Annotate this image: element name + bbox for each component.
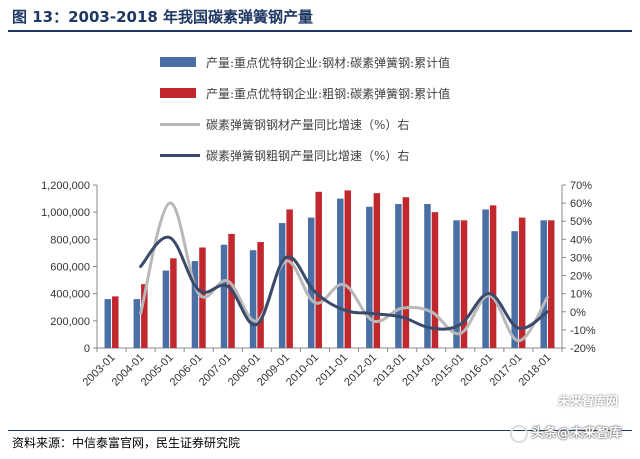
- legend-swatch-red: [160, 88, 196, 98]
- right-tick-label: 70%: [570, 180, 592, 192]
- bar-crude: [141, 284, 148, 348]
- bar-steel: [133, 299, 141, 348]
- footer-divider: [8, 430, 632, 431]
- legend-swatch-blue: [160, 57, 196, 67]
- left-tick-label: 200,000: [50, 316, 90, 328]
- watermark-top: 未来智库网: [557, 394, 618, 408]
- right-tick-label: 10%: [570, 289, 592, 301]
- watermark: 头条@未来智库: [509, 422, 622, 443]
- legend-label: 碳素弹簧钢粗钢产量同比增速（%）右: [206, 149, 410, 163]
- legend-label: 产量:重点优特钢企业:粗钢:碳素弹簧钢:累计值: [206, 87, 451, 101]
- bar-crude: [460, 220, 468, 348]
- page-title: 图 13：2003-2018 年我国碳素弹簧钢产量: [12, 8, 314, 26]
- right-tick-label: 50%: [570, 216, 592, 228]
- bar-steel: [162, 270, 170, 348]
- watermark-logo-icon: [509, 424, 528, 443]
- legend-label: 产量:重点优特钢企业:钢材:碳素弹簧钢:累计值: [206, 56, 451, 70]
- bar-steel: [220, 244, 228, 348]
- right-tick-label: 30%: [570, 252, 592, 264]
- bar-crude: [257, 242, 264, 348]
- bar-crude: [518, 217, 526, 348]
- bar-steel: [249, 250, 257, 348]
- bar-crude: [112, 296, 119, 348]
- bar-steel: [540, 220, 547, 348]
- right-tick-label: -20%: [570, 343, 596, 355]
- bar-crude: [431, 212, 439, 348]
- right-tick-label: 0%: [570, 307, 586, 319]
- line-crude-growth: [139, 235, 549, 331]
- legend-label: 碳素弹簧钢钢材产量同比增速（%）右: [206, 118, 410, 132]
- left-tick-label: 400,000: [50, 289, 90, 301]
- legend-line-gray: [160, 123, 200, 126]
- title-divider: [8, 30, 632, 32]
- bar-crude: [402, 197, 410, 348]
- bar-steel: [366, 206, 373, 348]
- line-steel-growth: [139, 201, 549, 343]
- right-tick-label: -10%: [570, 325, 596, 337]
- x-tick-label: 2018-01: [517, 352, 554, 389]
- bar-steel: [453, 220, 460, 348]
- bar-steel: [395, 204, 402, 348]
- bar-steel: [191, 261, 199, 348]
- bar-steel: [482, 209, 489, 348]
- bar-crude: [344, 190, 352, 348]
- bar-crude: [547, 220, 555, 348]
- bar-crude: [373, 193, 381, 348]
- x-tick-label: 2010-01: [284, 352, 321, 389]
- bar-steel: [104, 299, 112, 348]
- bar-crude: [489, 205, 497, 348]
- left-tick-label: 1,200,000: [41, 180, 90, 192]
- bar-steel: [424, 204, 431, 348]
- left-tick-label: 0: [84, 343, 90, 355]
- bar-steel: [278, 223, 286, 348]
- bar-steel: [337, 198, 344, 348]
- right-tick-label: 60%: [570, 198, 592, 210]
- left-tick-label: 600,000: [50, 262, 90, 274]
- bar-crude: [286, 209, 293, 348]
- bar-steel: [511, 231, 518, 348]
- bar-crude: [315, 191, 322, 348]
- legend-line-dark: [160, 154, 200, 157]
- watermark-text: 头条@未来智库: [530, 426, 622, 441]
- right-tick-label: 40%: [570, 234, 592, 246]
- left-tick-label: 1,000,000: [41, 207, 90, 219]
- left-tick-label: 800,000: [50, 234, 90, 246]
- bar-crude: [170, 258, 177, 348]
- right-tick-label: 20%: [570, 271, 592, 283]
- source-note: 资料来源：中信泰富官网，民生证券研究院: [12, 436, 241, 450]
- bar-steel: [307, 217, 315, 348]
